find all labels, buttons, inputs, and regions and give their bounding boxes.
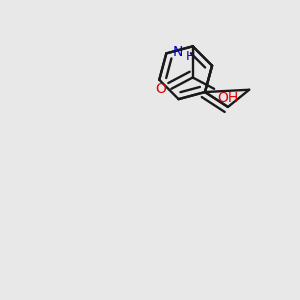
Text: O: O [155,82,166,96]
Text: N: N [173,45,183,59]
Text: H: H [186,50,195,63]
Text: OH: OH [217,91,238,105]
